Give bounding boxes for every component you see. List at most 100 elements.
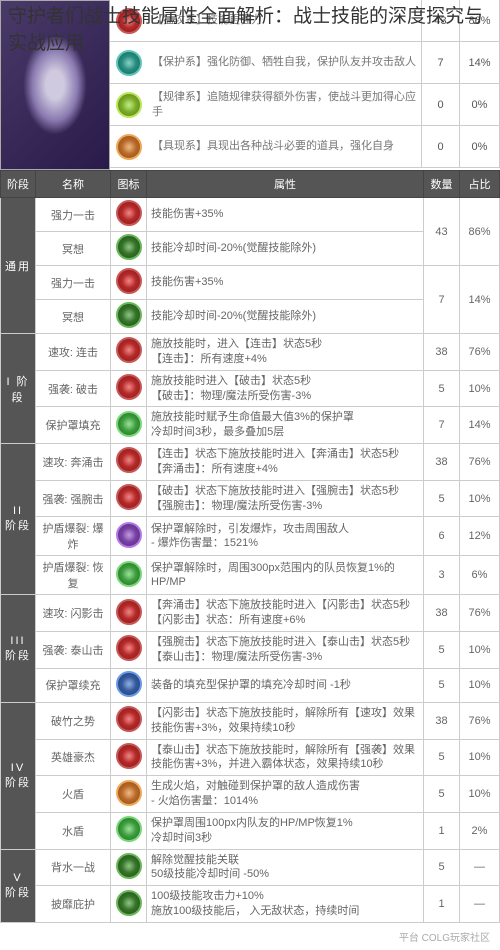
skill-qty: 5: [424, 632, 460, 669]
skill-icon: [116, 706, 142, 732]
skill-icon-cell: [111, 812, 147, 849]
skill-icon-cell: [111, 668, 147, 702]
skill-attr: 施放技能时，进入【连击】状态5秒【连击】：所有速度+4%: [147, 334, 424, 371]
skill-pct: 12%: [460, 517, 500, 556]
skill-icon-cell: [111, 556, 147, 595]
skill-pct: 14%: [460, 407, 500, 444]
stage-label: I 阶段: [1, 334, 36, 444]
skill-pct: 86%: [460, 198, 500, 266]
skill-name: 英雄豪杰: [36, 739, 111, 776]
summary-row: 【具现系】具现出各种战斗必要的道具，强化自身 0 0%: [110, 126, 500, 168]
category-pct: 0%: [459, 126, 499, 167]
skill-icon: [116, 599, 142, 625]
skill-pct: 10%: [460, 776, 500, 813]
table-row: 保护罩续充装备的填充型保护罩的填充冷却时间 -1秒510%: [1, 668, 500, 702]
skill-pct: 76%: [460, 702, 500, 739]
table-row: 披靡庇护 100级技能攻击力+10%施放100级技能后， 入无敌状态，持续时间1—: [1, 886, 500, 923]
skill-pct: 14%: [460, 266, 500, 334]
skill-pct: 10%: [460, 668, 500, 702]
skill-qty: 5: [424, 776, 460, 813]
table-row: V 阶段背水一战解除觉醒技能关联50级技能冷却时间 -50%5—: [1, 849, 500, 886]
skill-pct: —: [460, 886, 500, 923]
skill-icon-cell: [111, 739, 147, 776]
skill-name: 强袭: 泰山击: [36, 632, 111, 669]
skill-attr: 100级技能攻击力+10%施放100级技能后， 入无敌状态，持续时间: [147, 886, 424, 923]
table-row: 强袭: 泰山击【强腕击】状态下施放技能时进入【泰山击】状态5秒【泰山击】：物理/…: [1, 632, 500, 669]
skill-qty: 7: [424, 407, 460, 444]
skill-attr: 【破击】状态下施放技能时进入【强腕击】状态5秒【强腕击】：物理/魔法所受伤害-3…: [147, 480, 424, 517]
skill-attr: 保护罩周围100px内队友的HP/MP恢复1%冷却时间3秒: [147, 812, 424, 849]
skill-attr: 生成火焰，对触碰到保护罩的敌人造成伤害- 火焰伤害量：1014%: [147, 776, 424, 813]
skill-name: 水盾: [36, 812, 111, 849]
skill-icon-cell: [111, 776, 147, 813]
summary-row: 【规律系】追随规律获得额外伤害，使战斗更加得心应手 0 0%: [110, 84, 500, 126]
table-row: 保护罩填充施放技能时赋予生命值最大值3%的保护罩冷却时间3秒，最多叠加5层714…: [1, 407, 500, 444]
skill-attr: 解除觉醒技能关联50级技能冷却时间 -50%: [147, 849, 424, 886]
skill-attr: 技能伤害+35%: [147, 198, 424, 232]
skill-icon-cell: [111, 370, 147, 407]
skill-icon: [116, 374, 142, 400]
skill-icon: [116, 234, 142, 260]
table-row: III 阶段速攻: 闪影击【奔涌击】状态下施放技能时进入【闪影击】状态5秒【闪影…: [1, 595, 500, 632]
skill-icon: [116, 337, 142, 363]
skill-attr: 保护罩解除时，周围300px范围内的队员恢复1%的HP/MP: [147, 556, 424, 595]
th-attr: 属性: [147, 171, 424, 198]
skill-icon-cell: [111, 444, 147, 481]
footer-watermark: 平台 COLG玩家社区: [0, 923, 500, 950]
skill-icon: [116, 484, 142, 510]
th-qty: 数量: [424, 171, 460, 198]
skill-qty: 6: [424, 517, 460, 556]
skill-pct: 10%: [460, 480, 500, 517]
stage-label: II 阶段: [1, 444, 36, 595]
stage-label: 通用: [1, 198, 36, 334]
skill-icon: [116, 302, 142, 328]
skill-attr: 技能冷却时间-20%(觉醒技能除外): [147, 300, 424, 334]
skill-icon: [116, 411, 142, 437]
table-row: 强袭: 强腕击【破击】状态下施放技能时进入【强腕击】状态5秒【强腕击】：物理/魔…: [1, 480, 500, 517]
skill-name: 破竹之势: [36, 702, 111, 739]
th-icon: 图标: [111, 171, 147, 198]
table-row: 强袭: 破击施放技能时进入【破击】状态5秒【破击】：物理/魔法所受伤害-3%51…: [1, 370, 500, 407]
skill-qty: 5: [424, 739, 460, 776]
skill-icon-cell: [111, 480, 147, 517]
table-row: 护盾爆裂: 爆炸保护罩解除时，引发爆炸，攻击周围敌人- 爆炸伤害量：1521%6…: [1, 517, 500, 556]
skill-attr: 【闪影击】状态下施放技能时，解除所有【速攻】效果技能伤害+3%，效果持续10秒: [147, 702, 424, 739]
page-title: 守护者们战士技能属性全面解析：战士技能的深度探究与实战应用: [0, 0, 500, 61]
skill-qty: 1: [424, 886, 460, 923]
skill-qty: 3: [424, 556, 460, 595]
skill-icon: [116, 635, 142, 661]
skill-name: 保护罩填充: [36, 407, 111, 444]
skill-icon: [116, 743, 142, 769]
category-desc: 【具现系】具现出各种战斗必要的道具，强化自身: [148, 139, 421, 153]
category-qty: 0: [421, 126, 459, 167]
stage-label: III 阶段: [1, 595, 36, 702]
skill-attr: 施放技能时进入【破击】状态5秒【破击】：物理/魔法所受伤害-3%: [147, 370, 424, 407]
skill-name: 速攻: 闪影击: [36, 595, 111, 632]
skill-name: 保护罩续充: [36, 668, 111, 702]
skill-icon-cell: [111, 407, 147, 444]
skill-name: 速攻: 连击: [36, 334, 111, 371]
skill-name: 护盾爆裂: 恢复: [36, 556, 111, 595]
skill-pct: 10%: [460, 632, 500, 669]
table-row: II 阶段速攻: 奔涌击【连击】状态下施放技能时进入【奔涌击】状态5秒【奔涌击】…: [1, 444, 500, 481]
skill-icon: [116, 890, 142, 916]
skill-icon-cell: [111, 702, 147, 739]
skill-name: 披靡庇护: [36, 886, 111, 923]
skill-pct: 6%: [460, 556, 500, 595]
skill-name: 冥想: [36, 232, 111, 266]
skill-pct: 76%: [460, 595, 500, 632]
category-pct: 0%: [459, 84, 499, 125]
skill-icon: [116, 816, 142, 842]
skill-icon: [116, 671, 142, 697]
skill-qty: 7: [424, 266, 460, 334]
skill-icon: [116, 561, 142, 587]
table-row: 通用强力一击技能伤害+35%4386%: [1, 198, 500, 232]
skill-icon-cell: [111, 595, 147, 632]
skill-qty: 1: [424, 812, 460, 849]
skill-attr: 施放技能时赋予生命值最大值3%的保护罩冷却时间3秒，最多叠加5层: [147, 407, 424, 444]
skill-icon-cell: [111, 849, 147, 886]
skill-attr: 【奔涌击】状态下施放技能时进入【闪影击】状态5秒【闪影击】状态：所有速度+6%: [147, 595, 424, 632]
skill-icon-cell: [111, 266, 147, 300]
th-stage: 阶段: [1, 171, 36, 198]
skill-attr: 保护罩解除时，引发爆炸，攻击周围敌人- 爆炸伤害量：1521%: [147, 517, 424, 556]
